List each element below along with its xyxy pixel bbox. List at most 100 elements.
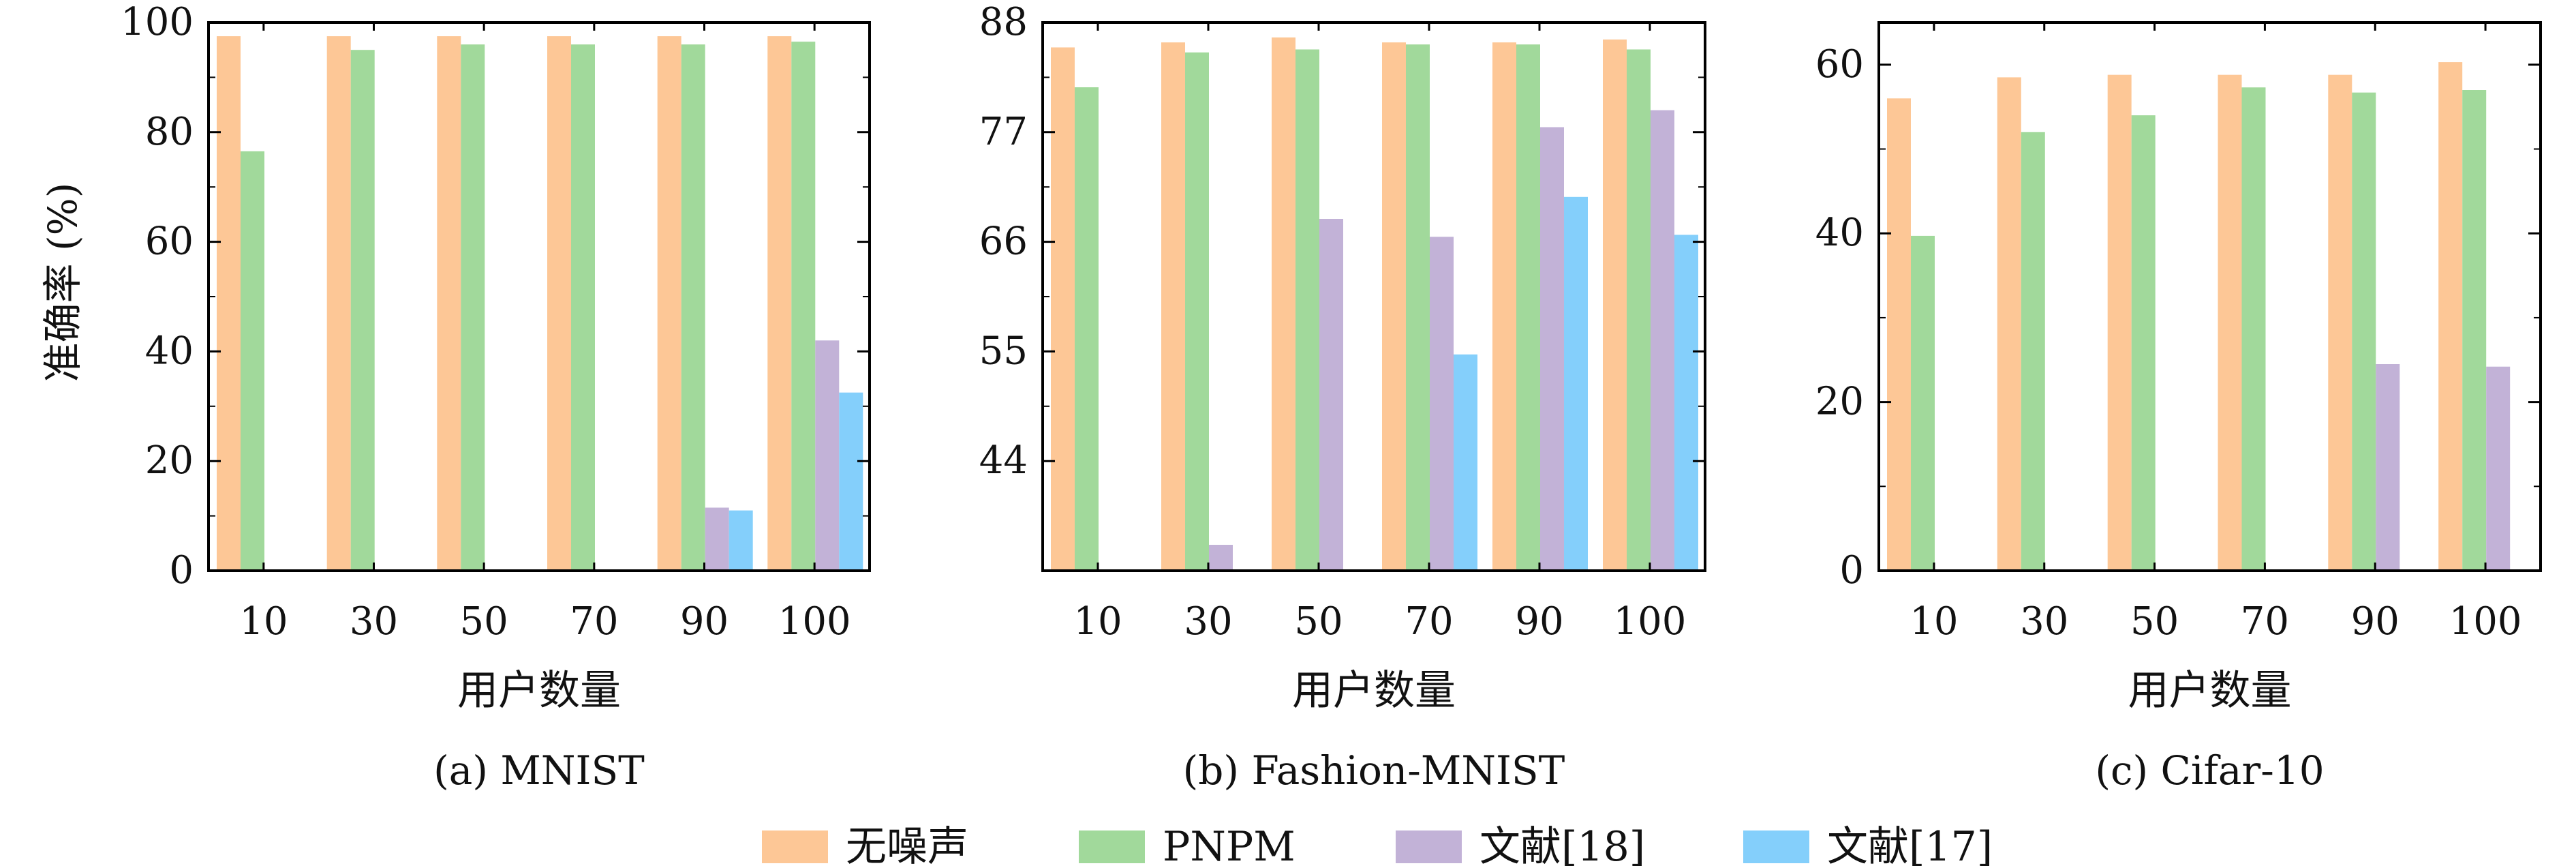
bar bbox=[1674, 235, 1698, 571]
x-axis-label: 用户数量 bbox=[457, 667, 621, 715]
bar bbox=[1051, 47, 1075, 571]
y-tick-label: 44 bbox=[979, 438, 1028, 483]
y-tick-label: 80 bbox=[145, 110, 194, 154]
x-tick-label: 30 bbox=[350, 599, 398, 644]
y-tick-label: 40 bbox=[1815, 211, 1864, 255]
panel-caption: (c) Cifar-10 bbox=[2095, 747, 2324, 794]
x-tick-label: 70 bbox=[2241, 599, 2289, 644]
y-tick-label: 20 bbox=[145, 438, 194, 483]
bar bbox=[2218, 74, 2242, 571]
bar bbox=[2131, 115, 2156, 571]
chart-panel: 0 20 40 60 10 30 50 70 90 100 用户数量 (c) Cifar-10 bbox=[1815, 21, 2542, 794]
bar bbox=[1627, 49, 1651, 571]
x-tick-label: 70 bbox=[570, 599, 618, 644]
x-tick-label: 70 bbox=[1405, 599, 1453, 644]
bar bbox=[1272, 37, 1295, 571]
bar bbox=[2241, 87, 2266, 571]
bar bbox=[1454, 354, 1477, 571]
legend-swatch bbox=[762, 830, 828, 863]
bar bbox=[1319, 219, 1343, 571]
bar bbox=[1540, 127, 1564, 571]
bar bbox=[1887, 98, 1911, 571]
bar bbox=[437, 36, 461, 571]
legend-label: 文献[17] bbox=[1827, 823, 1993, 868]
bar bbox=[1430, 237, 1454, 571]
x-tick-label: 90 bbox=[2351, 599, 2399, 644]
bar bbox=[681, 44, 705, 571]
legend-swatch bbox=[1079, 830, 1145, 863]
bar bbox=[1564, 196, 1588, 571]
legend: 无噪声 PNPM 文献[18] 文献[17] bbox=[762, 823, 1993, 868]
bar bbox=[1161, 42, 1185, 571]
legend-label: PNPM bbox=[1163, 823, 1295, 868]
bar bbox=[1516, 44, 1540, 571]
bar bbox=[571, 44, 595, 571]
bar bbox=[791, 42, 816, 571]
panel-caption: (a) MNIST bbox=[433, 747, 645, 794]
y-tick-label: 60 bbox=[145, 220, 194, 264]
bar bbox=[1911, 235, 1935, 571]
x-tick-label: 100 bbox=[2449, 599, 2522, 644]
bar bbox=[1406, 44, 1430, 571]
bar bbox=[2021, 132, 2045, 571]
bar bbox=[1651, 110, 1674, 571]
bar bbox=[1075, 87, 1099, 571]
y-tick-label: 66 bbox=[979, 220, 1028, 264]
bar bbox=[1209, 545, 1233, 571]
bar bbox=[2376, 364, 2400, 571]
x-tick-label: 100 bbox=[778, 599, 851, 644]
chart-panel: 0 20 40 60 80 100 10 30 50 70 90 100 用户数量 (a) MNIST bbox=[121, 0, 871, 794]
bar bbox=[2486, 366, 2511, 571]
y-tick-label: 88 bbox=[979, 0, 1028, 44]
x-tick-label: 50 bbox=[1294, 599, 1343, 644]
bar bbox=[839, 392, 863, 571]
chart-panel: 44 55 66 77 88 10 30 50 70 90 100 用户数量 (b) Fashion-M… bbox=[979, 0, 1706, 794]
bar bbox=[1603, 39, 1627, 571]
y-tick-label: 77 bbox=[979, 110, 1028, 154]
x-tick-label: 90 bbox=[1515, 599, 1563, 644]
bar bbox=[217, 36, 241, 571]
bar bbox=[461, 44, 485, 571]
x-tick-label: 30 bbox=[1184, 599, 1232, 644]
bar bbox=[1295, 49, 1319, 571]
plot-frame bbox=[1877, 21, 2542, 572]
x-tick-label: 10 bbox=[1073, 599, 1122, 644]
bar bbox=[547, 36, 571, 571]
bar bbox=[350, 50, 375, 571]
y-axis-label: 准确率 (%) bbox=[40, 183, 86, 383]
bar bbox=[705, 507, 729, 571]
x-tick-label: 50 bbox=[2130, 599, 2179, 644]
bar bbox=[2462, 90, 2487, 571]
x-tick-label: 100 bbox=[1614, 599, 1687, 644]
x-tick-label: 90 bbox=[680, 599, 729, 644]
bar bbox=[1382, 42, 1406, 571]
y-tick-label: 0 bbox=[1839, 548, 1864, 593]
bar bbox=[1185, 52, 1209, 571]
x-tick-label: 10 bbox=[239, 599, 288, 644]
legend-swatch bbox=[1396, 830, 1462, 863]
panel-caption: (b) Fashion-MNIST bbox=[1183, 747, 1565, 794]
legend-label: 无噪声 bbox=[846, 823, 968, 868]
bar bbox=[2352, 92, 2376, 571]
bar bbox=[2438, 62, 2463, 571]
x-tick-label: 10 bbox=[1910, 599, 1958, 644]
bar bbox=[1997, 77, 2021, 571]
x-tick-label: 50 bbox=[460, 599, 508, 644]
bar bbox=[767, 36, 792, 571]
y-tick-label: 60 bbox=[1815, 42, 1864, 87]
bar bbox=[326, 36, 351, 571]
bar bbox=[657, 36, 681, 571]
bar bbox=[2107, 74, 2132, 571]
legend-label: 文献[18] bbox=[1479, 823, 1645, 868]
y-tick-label: 20 bbox=[1815, 380, 1864, 424]
y-tick-label: 100 bbox=[121, 0, 194, 44]
bar bbox=[1492, 42, 1516, 571]
bar bbox=[241, 151, 264, 571]
x-tick-label: 30 bbox=[2020, 599, 2068, 644]
x-axis-label: 用户数量 bbox=[2128, 667, 2292, 715]
bar bbox=[2328, 74, 2352, 571]
y-tick-label: 40 bbox=[145, 329, 194, 373]
bar bbox=[815, 340, 840, 571]
y-tick-label: 0 bbox=[169, 548, 194, 593]
